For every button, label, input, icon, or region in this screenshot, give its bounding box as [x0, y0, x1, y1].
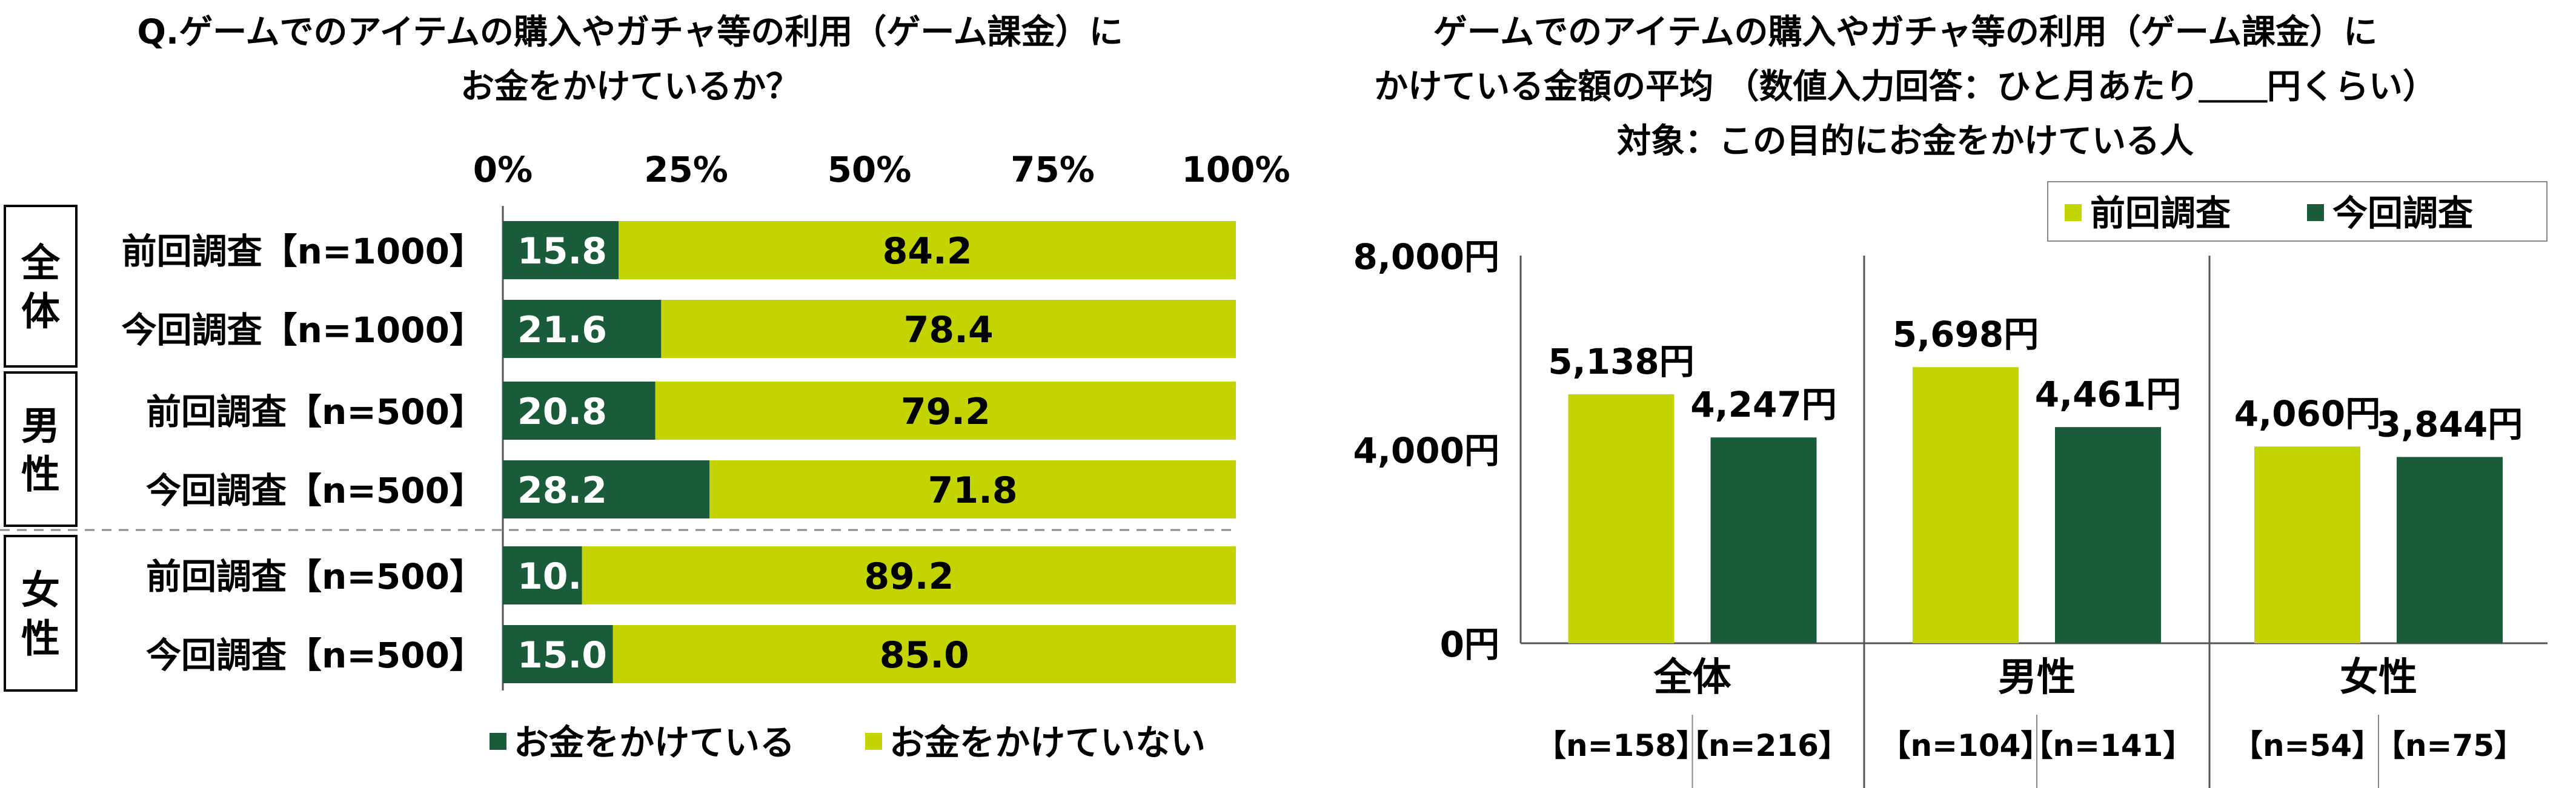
bar [1710, 437, 1817, 643]
right-title-line: ゲームでのアイテムの購入やガチャ等の利用（ゲーム課金）に [1433, 13, 2377, 52]
x-tick-label: 25% [644, 149, 728, 190]
group-box [4, 535, 78, 692]
row-label: 前回調査【n=500】 [146, 391, 485, 432]
category-label: 全体 [1653, 655, 1731, 700]
bar [1913, 367, 2019, 643]
bar-segment [619, 221, 1236, 279]
group-label-char: 男 [21, 405, 60, 449]
row-label: 今回調査【n=500】 [146, 635, 485, 676]
group-label-char: 女 [21, 569, 60, 614]
legend-label: お金をかけている [514, 722, 795, 763]
row-label: 前回調査【n=500】 [146, 556, 485, 597]
bar-segment [503, 382, 656, 440]
group-box [4, 371, 78, 527]
data-label: 4,461円 [2035, 374, 2181, 415]
data-label: 5,698円 [1893, 314, 2039, 355]
x-tick-label: 75% [1011, 149, 1095, 190]
data-label: 4,247円 [1690, 384, 1836, 425]
bar-segment [503, 300, 662, 358]
bar-segment [503, 546, 582, 604]
row-label: 今回調査【n=1000】 [122, 310, 485, 351]
group-label-char: 性 [21, 453, 60, 498]
group-label-char: 体 [21, 290, 60, 335]
right-title-line: 対象：この目的にお金をかけている人 [1617, 122, 2194, 161]
legend-label: 前回調査 [2090, 193, 2231, 234]
data-label: 21.6 [517, 309, 607, 351]
bar-segment [612, 625, 1236, 683]
bar-segment [661, 300, 1236, 358]
legend-swatch [2307, 204, 2324, 221]
bar [2254, 446, 2360, 643]
bar-segment [709, 460, 1236, 518]
bar [2055, 427, 2161, 643]
bar [1568, 394, 1675, 643]
bar-segment [503, 221, 619, 279]
legend-box [2047, 181, 2548, 242]
group-label-char: 性 [21, 617, 60, 662]
data-label: 78.4 [904, 309, 994, 351]
data-label: 84.2 [883, 230, 972, 273]
x-tick-label: 100% [1181, 149, 1290, 190]
group-box [4, 205, 78, 368]
data-label: 4,060円 [2234, 393, 2380, 434]
bar-segment [503, 460, 710, 518]
y-tick-label: 4,000円 [1353, 430, 1499, 471]
bar-segment [503, 625, 613, 683]
row-label: 前回調査【n=1000】 [122, 231, 485, 272]
legend-label: 今回調査 [2332, 193, 2473, 234]
bar-segment [655, 382, 1236, 440]
x-tick-label: 50% [828, 149, 912, 190]
y-tick-label: 0円 [1440, 624, 1499, 665]
bar [2397, 457, 2503, 643]
left-title-line: Q.ゲームでのアイテムの購入やガチャ等の利用（ゲーム課金）に [137, 13, 1123, 52]
data-label: 85.0 [880, 634, 969, 677]
row-label: 今回調査【n=500】 [146, 470, 485, 511]
data-label: 79.2 [901, 391, 991, 433]
sample-size-label: 【n=54】 [2232, 728, 2382, 763]
legend-swatch [490, 733, 506, 750]
sample-size-label: 【n=216】 [1678, 728, 1849, 763]
sample-size-label: 【n=75】 [2375, 728, 2525, 763]
legend-label: お金をかけていない [889, 722, 1206, 763]
sample-size-label: 【n=158】 [1536, 728, 1707, 763]
data-label: 15.8 [517, 230, 607, 273]
category-label: 男性 [1998, 655, 2076, 700]
x-tick-label: 0% [473, 149, 533, 190]
category-label: 女性 [2340, 655, 2417, 700]
left-title-line: お金をかけているか？ [460, 67, 800, 107]
legend-swatch [2065, 204, 2082, 221]
data-label: 3,844円 [2377, 403, 2523, 445]
y-tick-label: 8,000円 [1353, 236, 1499, 277]
sample-size-label: 【n=104】 [1881, 728, 2051, 763]
bar-segment [582, 546, 1237, 604]
data-label: 15.0 [517, 634, 607, 677]
data-label: 20.8 [517, 391, 607, 433]
data-label: 71.8 [928, 469, 1018, 512]
left-chart: Q.ゲームでのアイテムの購入やガチャ等の利用（ゲーム課金）にお金をかけているか？… [0, 13, 1290, 763]
group-label-char: 全 [21, 242, 61, 286]
data-label: 5,138円 [1548, 341, 1694, 382]
legend-swatch [865, 733, 882, 750]
data-label: 28.2 [517, 469, 607, 512]
right-title-line: かけている金額の平均 （数値入力回答：ひと月あたり＿＿円くらい） [1374, 67, 2437, 107]
data-label: 89.2 [864, 555, 954, 598]
sample-size-label: 【n=141】 [2023, 728, 2194, 763]
